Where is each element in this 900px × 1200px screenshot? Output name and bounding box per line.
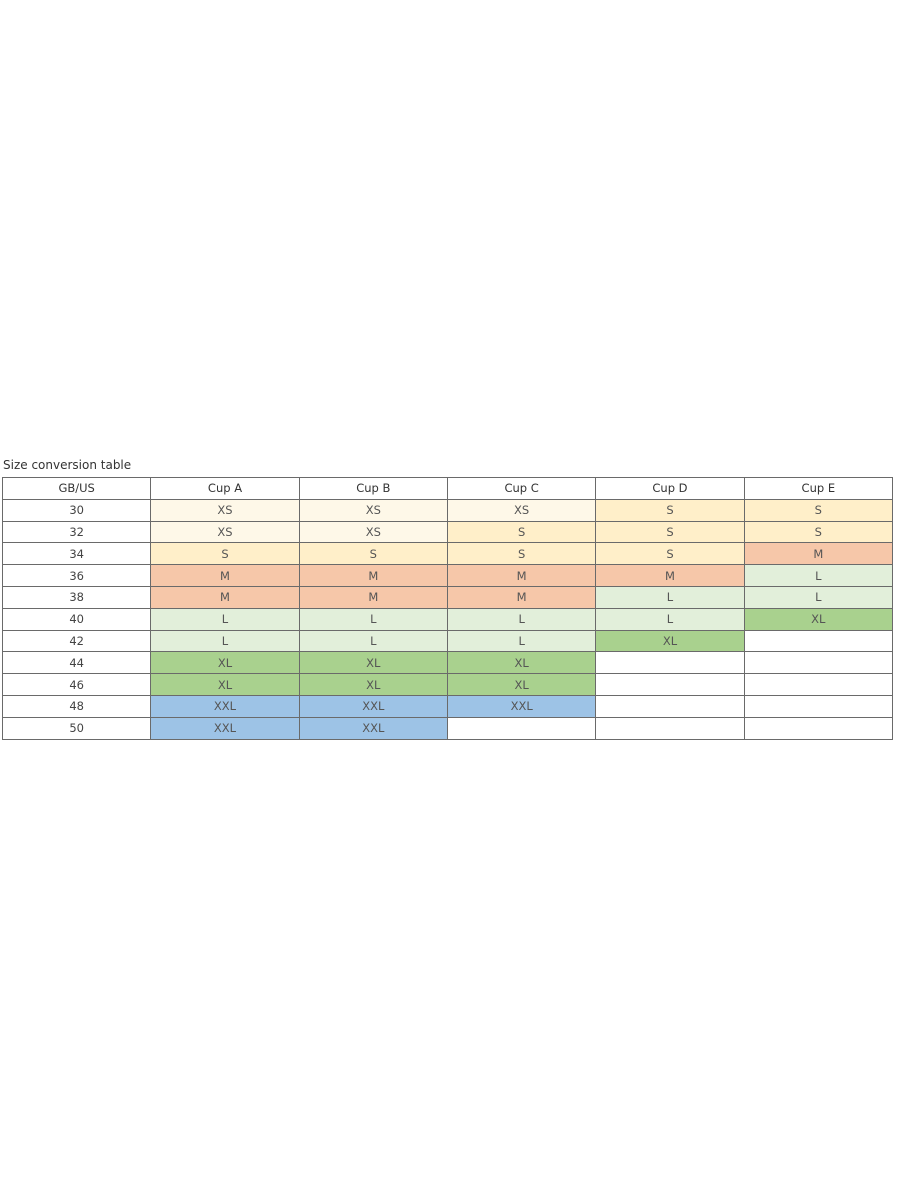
size-cell: XL — [150, 651, 300, 675]
size-cell: XL — [298, 673, 448, 696]
size-cell: M — [150, 585, 300, 609]
table-row: 48 XXL XXL XXL — [1, 694, 894, 718]
size-cell: L — [743, 585, 894, 609]
size-cell: L — [743, 564, 894, 587]
size-cell: M — [298, 564, 448, 587]
size-cell: S — [595, 498, 745, 522]
header-cup: Cup E — [743, 477, 894, 500]
band-cell: 44 — [1, 651, 152, 675]
size-cell — [743, 673, 894, 696]
table-row: 34 S S S S M — [1, 542, 894, 566]
header-cup: Cup D — [595, 477, 745, 500]
size-cell: M — [446, 585, 597, 609]
size-cell: S — [150, 542, 300, 566]
size-cell: S — [595, 542, 745, 566]
table-row: 42 L L L XL — [1, 629, 894, 653]
size-cell — [595, 673, 745, 696]
size-cell: XXL — [150, 716, 300, 740]
header-row: GB/US Cup A Cup B Cup C Cup D Cup E — [1, 477, 894, 500]
table-row: 46 XL XL XL — [1, 673, 894, 696]
size-cell — [743, 651, 894, 675]
size-cell: M — [150, 564, 300, 587]
band-cell: 50 — [1, 716, 152, 740]
size-cell: M — [743, 542, 894, 566]
size-cell — [595, 694, 745, 718]
size-cell: XS — [298, 498, 448, 522]
size-cell — [743, 629, 894, 653]
size-cell: XS — [150, 520, 300, 544]
band-cell: 38 — [1, 585, 152, 609]
band-cell: 46 — [1, 673, 152, 696]
band-cell: 30 — [1, 498, 152, 522]
size-cell: XXL — [298, 716, 448, 740]
size-cell: L — [150, 607, 300, 631]
band-cell: 32 — [1, 520, 152, 544]
size-cell — [595, 716, 745, 740]
size-cell: XL — [150, 673, 300, 696]
size-cell: L — [298, 607, 448, 631]
size-cell: S — [743, 520, 894, 544]
size-cell: S — [743, 498, 894, 522]
table-row: 36 M M M M L — [1, 564, 894, 587]
size-cell: L — [446, 629, 597, 653]
size-cell — [743, 716, 894, 740]
header-cup: Cup C — [446, 477, 597, 500]
size-cell: M — [595, 564, 745, 587]
size-cell — [743, 694, 894, 718]
size-cell: L — [595, 607, 745, 631]
size-cell: M — [446, 564, 597, 587]
header-cup: Cup B — [298, 477, 448, 500]
band-cell: 34 — [1, 542, 152, 566]
table-row: 30 XS XS XS S S — [1, 498, 894, 522]
size-cell: S — [298, 542, 448, 566]
size-cell: S — [446, 520, 597, 544]
size-conversion-table: GB/US Cup A Cup B Cup C Cup D Cup E 30 XS XS XS S… — [1, 477, 894, 740]
size-cell: M — [298, 585, 448, 609]
size-cell: XS — [298, 520, 448, 544]
size-cell: XL — [446, 673, 597, 696]
table-row: 38 M M M L L — [1, 585, 894, 609]
size-cell: XXL — [150, 694, 300, 718]
table-row: 40 L L L L XL — [1, 607, 894, 631]
size-cell — [446, 716, 597, 740]
size-cell: XXL — [446, 694, 597, 718]
size-cell: L — [298, 629, 448, 653]
size-cell: XS — [150, 498, 300, 522]
size-cell: L — [150, 629, 300, 653]
size-cell: XS — [446, 498, 597, 522]
size-cell: S — [595, 520, 745, 544]
table-row: 44 XL XL XL — [1, 651, 894, 675]
size-cell: S — [446, 542, 597, 566]
band-cell: 48 — [1, 694, 152, 718]
table-title: Size conversion table — [3, 458, 132, 472]
size-cell: XXL — [298, 694, 448, 718]
size-cell: XL — [298, 651, 448, 675]
band-cell: 36 — [1, 564, 152, 587]
size-cell: L — [595, 585, 745, 609]
size-cell — [595, 651, 745, 675]
size-cell: L — [446, 607, 597, 631]
header-band: GB/US — [1, 477, 152, 500]
size-cell: XL — [595, 629, 745, 653]
size-cell: XL — [743, 607, 894, 631]
table-row: 32 XS XS S S S — [1, 520, 894, 544]
band-cell: 40 — [1, 607, 152, 631]
size-cell: XL — [446, 651, 597, 675]
band-cell: 42 — [1, 629, 152, 653]
header-cup: Cup A — [150, 477, 300, 500]
table-row: 50 XXL XXL — [1, 716, 894, 740]
